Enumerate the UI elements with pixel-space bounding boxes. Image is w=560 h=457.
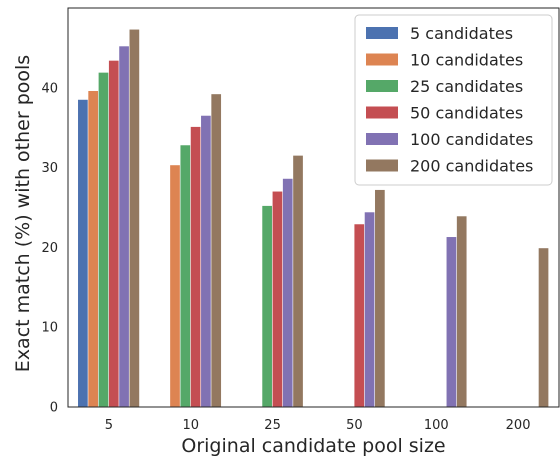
bar-200-candidates-pool-200 xyxy=(538,248,549,407)
legend-swatch xyxy=(366,106,398,119)
bar-25-candidates-pool-5 xyxy=(98,72,109,407)
y-tick-label: 20 xyxy=(41,241,58,256)
legend-label: 200 candidates xyxy=(410,157,533,176)
legend-swatch xyxy=(366,133,398,145)
bar-200-candidates-pool-5 xyxy=(129,29,140,408)
bar-10-candidates-pool-5 xyxy=(88,90,99,408)
bar-50-candidates-pool-25 xyxy=(272,191,283,407)
legend-label: 5 candidates xyxy=(410,24,513,43)
plot-frame xyxy=(67,7,560,408)
y-tick-label: 10 xyxy=(41,321,58,336)
legend-label: 25 candidates xyxy=(410,77,523,96)
bar-50-candidates-pool-50 xyxy=(354,224,365,407)
bar-200-candidates-pool-50 xyxy=(375,189,385,407)
legend-swatch xyxy=(366,27,398,39)
bar-100-candidates-pool-100 xyxy=(446,237,457,407)
y-tick-label: 0 xyxy=(50,401,58,416)
bar-100-candidates-pool-25 xyxy=(282,178,293,407)
legend: 5 candidates 10 candidates 25 candidates 50… xyxy=(354,14,553,186)
legend-box xyxy=(354,14,553,186)
legend-label: 10 candidates xyxy=(410,51,523,70)
bar-100-candidates-pool-10 xyxy=(201,115,211,407)
bar-200-candidates-pool-10 xyxy=(211,94,222,408)
x-tick-label: 10 xyxy=(182,418,199,433)
legend-label: 100 candidates xyxy=(410,130,533,149)
bar-100-candidates-pool-50 xyxy=(364,212,375,407)
y-tick-label: 30 xyxy=(41,161,58,176)
x-tick-label: 25 xyxy=(264,418,281,433)
bars-layer xyxy=(78,29,549,408)
x-tick-label: 50 xyxy=(346,418,363,433)
bar-200-candidates-pool-100 xyxy=(456,216,467,407)
ticks-layer: 0 10 20 30 40 5 10 25 50 100 200 xyxy=(41,81,530,433)
x-tick-label: 100 xyxy=(424,418,449,433)
bar-25-candidates-pool-10 xyxy=(180,145,191,407)
bar-10-candidates-pool-10 xyxy=(170,165,180,407)
bar-50-candidates-pool-5 xyxy=(108,60,119,408)
legend-swatch xyxy=(366,53,398,66)
x-axis-label: Original candidate pool size xyxy=(181,435,445,457)
y-tick-label: 40 xyxy=(41,81,58,96)
bar-200-candidates-pool-25 xyxy=(293,155,303,407)
bar-50-candidates-pool-10 xyxy=(190,126,201,408)
bar-25-candidates-pool-25 xyxy=(262,205,272,407)
x-tick-label: 5 xyxy=(105,418,113,433)
legend-swatch xyxy=(366,80,398,92)
bar-100-candidates-pool-5 xyxy=(119,46,129,408)
y-axis-label: Exact match (%) with other pools xyxy=(12,55,34,372)
x-tick-label: 200 xyxy=(506,418,531,433)
legend-swatch xyxy=(366,159,398,172)
bar-5-candidates-pool-5 xyxy=(78,99,88,408)
legend-label: 50 candidates xyxy=(410,104,523,123)
